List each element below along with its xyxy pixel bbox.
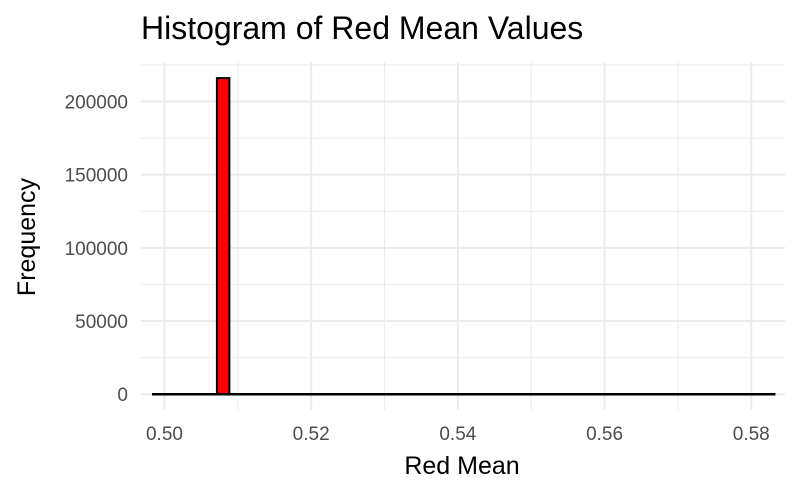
y-tick-label: 150000 (65, 166, 128, 187)
x-axis-title: Red Mean (404, 452, 519, 480)
y-tick-label: 50000 (75, 312, 128, 333)
grid (141, 62, 785, 410)
y-tick-label: 100000 (65, 239, 128, 260)
y-axis-title: Frequency (13, 177, 41, 296)
y-tick-label: 0 (117, 385, 128, 406)
y-tick-label: 200000 (65, 93, 128, 114)
x-tick-label: 0.58 (733, 424, 770, 445)
y-tick-labels: 0 50000 100000 150000 200000 (65, 93, 128, 407)
x-tick-label: 0.50 (146, 424, 183, 445)
x-tick-labels: 0.50 0.52 0.54 0.56 0.58 (146, 424, 770, 445)
bars (215, 77, 231, 396)
chart-title: Histogram of Red Mean Values (141, 10, 583, 46)
histogram-bar (215, 77, 231, 396)
x-tick-label: 0.54 (439, 424, 476, 445)
x-tick-label: 0.52 (293, 424, 330, 445)
x-tick-label: 0.56 (586, 424, 623, 445)
